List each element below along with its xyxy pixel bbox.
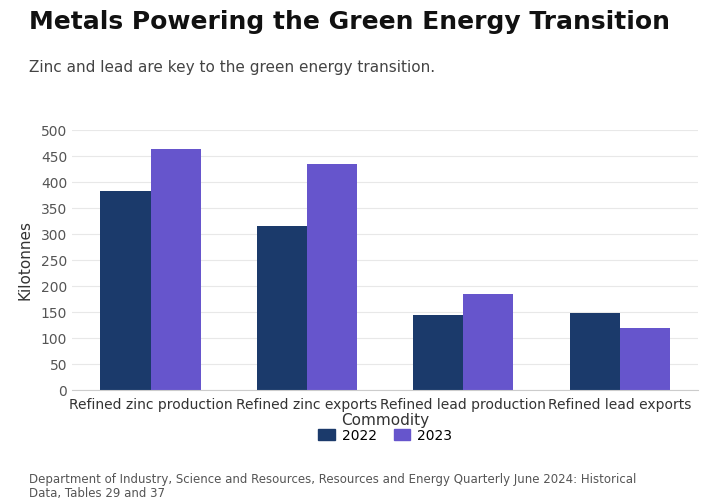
- Text: IBIS: IBIS: [536, 464, 579, 483]
- Y-axis label: Kilotonnes: Kilotonnes: [17, 220, 32, 300]
- Bar: [570, 313, 620, 390]
- Text: Commodity: Commodity: [341, 412, 429, 428]
- Text: Department of Industry, Science and Resources, Resources and Energy Quarterly Ju: Department of Industry, Science and Reso…: [29, 472, 636, 500]
- Bar: [101, 191, 150, 390]
- Bar: [464, 294, 513, 390]
- Bar: [413, 314, 464, 390]
- Legend: 2022, 2023: 2022, 2023: [312, 423, 458, 448]
- Bar: [150, 149, 201, 390]
- Bar: [257, 226, 307, 390]
- Text: Metals Powering the Green Energy Transition: Metals Powering the Green Energy Transit…: [29, 10, 670, 34]
- Text: Zinc and lead are key to the green energy transition.: Zinc and lead are key to the green energ…: [29, 60, 435, 75]
- Text: World: World: [585, 464, 642, 483]
- Bar: [620, 328, 670, 390]
- Bar: [307, 164, 357, 390]
